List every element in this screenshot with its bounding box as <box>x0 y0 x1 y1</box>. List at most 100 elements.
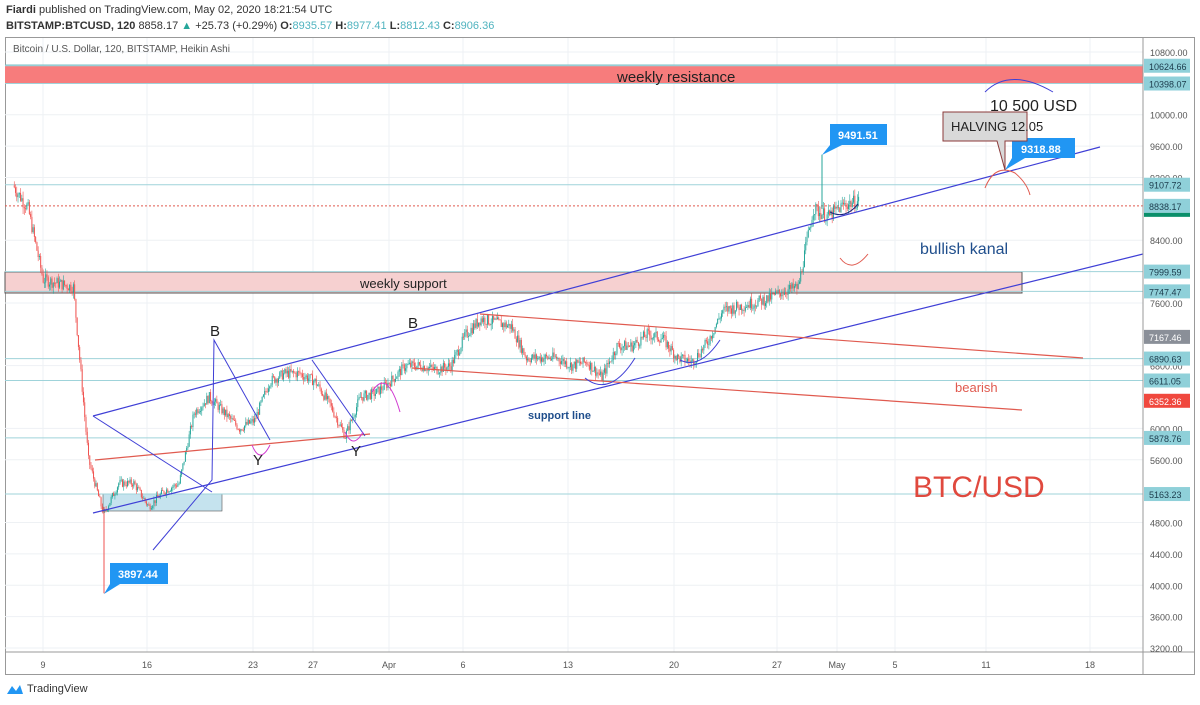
candle <box>329 398 331 404</box>
candle <box>138 487 140 489</box>
candle <box>461 336 463 348</box>
tradingview-logo[interactable]: TradingView <box>6 683 88 695</box>
candle <box>259 402 261 415</box>
candle <box>839 207 841 213</box>
candle <box>169 491 171 492</box>
candle <box>337 417 339 426</box>
time-axis[interactable]: 9 16 23 27 Apr 6 13 20 27 May 5 11 18 <box>40 660 1095 670</box>
price-axis[interactable]: 10800.0010000.009600.009200.008400.00760… <box>1144 48 1190 654</box>
candle <box>671 346 673 350</box>
candle <box>480 318 482 326</box>
candle <box>547 356 549 359</box>
candle <box>790 284 792 289</box>
candle <box>737 301 739 308</box>
pair-label: BTC/USD <box>913 471 1045 504</box>
candle <box>96 483 98 491</box>
candle <box>420 364 422 370</box>
candle <box>127 480 129 487</box>
price-label: 6611.05 <box>1149 377 1181 387</box>
candle <box>486 314 488 325</box>
candle <box>800 271 802 282</box>
symbol: BITSTAMP:BTCUSD, 120 <box>6 20 136 32</box>
author[interactable]: Fiardi <box>6 4 36 16</box>
candle <box>343 429 345 439</box>
candle <box>291 370 293 372</box>
candle <box>266 391 268 393</box>
close-value: 8906.36 <box>454 20 495 32</box>
candle <box>223 408 225 416</box>
candle <box>751 298 753 309</box>
candle <box>318 384 320 386</box>
candle <box>530 357 532 363</box>
candle <box>606 363 608 374</box>
candle <box>261 396 263 402</box>
candle <box>348 426 350 431</box>
candle <box>353 416 355 418</box>
candle <box>388 382 390 384</box>
candle <box>731 308 733 314</box>
candle <box>74 284 76 300</box>
price-tick-label: 9600.00 <box>1150 142 1183 152</box>
current-price-marker <box>1144 212 1190 217</box>
candle <box>597 372 599 374</box>
candle <box>620 347 622 351</box>
candle <box>163 490 165 494</box>
candle <box>16 192 18 198</box>
candle <box>663 335 665 338</box>
candle <box>749 298 751 308</box>
candle <box>655 331 657 334</box>
candle <box>452 359 454 364</box>
candle <box>725 306 727 308</box>
candle <box>652 337 654 339</box>
candle <box>457 349 459 356</box>
arc-icon <box>344 431 364 442</box>
candle <box>752 308 754 310</box>
candle <box>310 374 312 376</box>
candle <box>285 369 287 374</box>
candle <box>782 294 784 296</box>
candle <box>59 281 61 288</box>
wedge-line <box>92 415 213 493</box>
candle <box>642 331 644 338</box>
candle <box>269 386 271 389</box>
candle <box>38 255 40 258</box>
bearish-upper-line[interactable] <box>479 313 1084 359</box>
candle <box>649 330 651 336</box>
bearish-lower-line[interactable] <box>411 367 1023 411</box>
candle <box>323 395 325 400</box>
candle <box>509 323 511 329</box>
candle <box>460 347 462 353</box>
channel-lower-line[interactable] <box>92 253 1144 514</box>
candle <box>66 285 68 289</box>
candle <box>802 267 804 273</box>
candle <box>786 293 788 295</box>
time-tick-label: 16 <box>142 660 152 670</box>
candle <box>42 274 44 283</box>
high-bubble-text: 9491.51 <box>838 130 878 142</box>
wave-y-label: Y <box>351 443 361 460</box>
candle <box>40 255 42 268</box>
candle <box>759 295 761 299</box>
candle <box>513 329 515 331</box>
candle <box>57 278 59 288</box>
candle <box>758 295 760 301</box>
candle <box>734 310 736 314</box>
candle <box>52 282 54 288</box>
channel-upper-line[interactable] <box>92 146 1101 417</box>
candle <box>81 369 83 392</box>
candle <box>50 278 52 285</box>
candle <box>632 345 634 352</box>
candle <box>692 359 693 361</box>
candle <box>832 206 834 219</box>
candle <box>374 393 376 396</box>
candle <box>32 227 34 233</box>
candle <box>121 479 123 487</box>
candle <box>43 282 45 284</box>
candle <box>275 379 277 383</box>
price-tick-label: 3200.00 <box>1150 644 1183 654</box>
candle <box>300 373 302 375</box>
red-trend-line[interactable] <box>94 433 371 461</box>
price-label: 7999.59 <box>1149 268 1182 278</box>
candle <box>408 362 410 364</box>
